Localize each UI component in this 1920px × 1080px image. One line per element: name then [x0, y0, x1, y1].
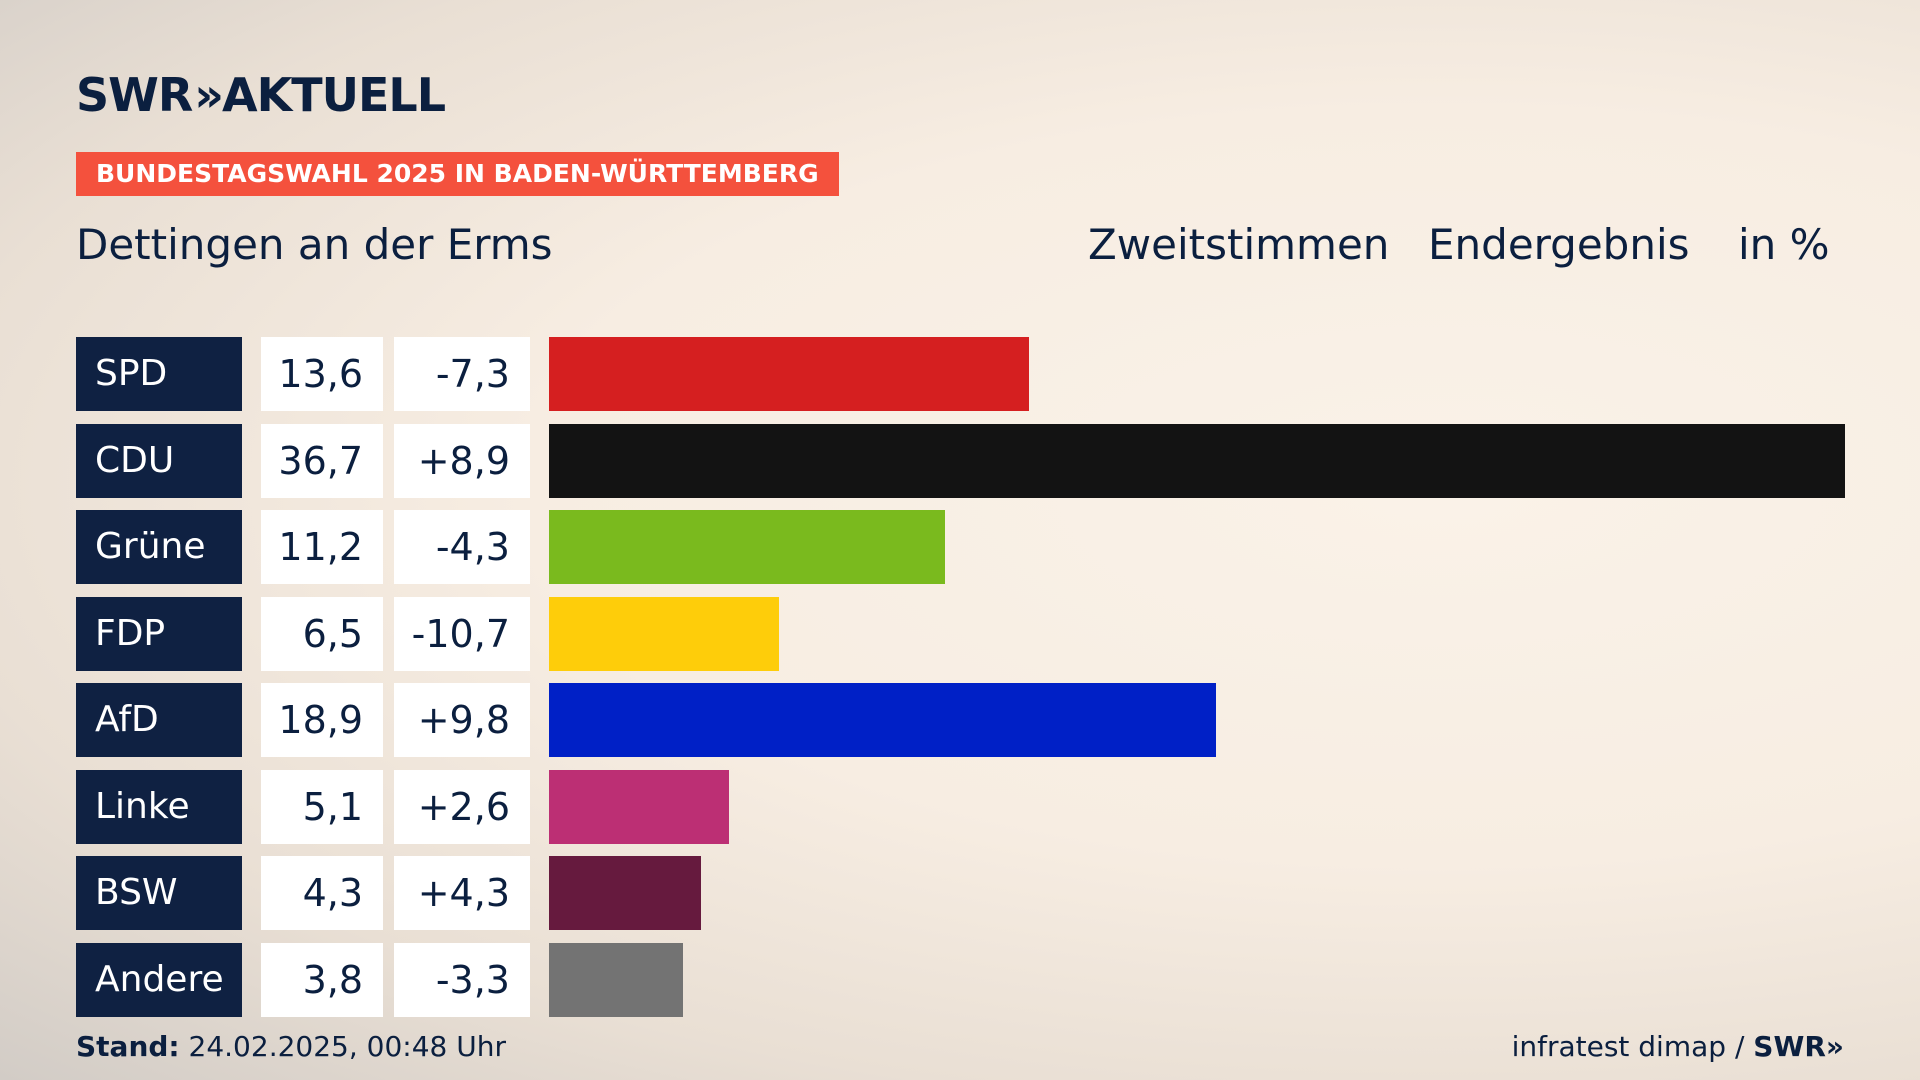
party-share: 13,6: [261, 337, 383, 411]
party-share: 18,9: [261, 683, 383, 757]
party-name: SPD: [76, 337, 242, 411]
timestamp: Stand: 24.02.2025, 00:48 Uhr: [76, 1030, 506, 1063]
party-bar: [549, 510, 945, 584]
source-text: infratest dimap /: [1511, 1030, 1745, 1063]
party-change: +4,3: [394, 856, 530, 930]
place-title: Dettingen an der Erms: [76, 220, 553, 269]
party-name: BSW: [76, 856, 242, 930]
timestamp-value: 24.02.2025, 00:48 Uhr: [188, 1030, 506, 1063]
timestamp-label: Stand:: [76, 1030, 180, 1063]
party-change: +9,8: [394, 683, 530, 757]
header-status: Endergebnis: [1428, 220, 1690, 269]
party-name: Linke: [76, 769, 242, 844]
swr-aktuell-logo: SWR» AKTUELL: [76, 68, 446, 122]
source-credit: infratest dimap / SWR»: [1512, 1030, 1844, 1063]
header-vote-type: Zweitstimmen: [1088, 220, 1390, 269]
logo-chevrons-icon: »: [194, 68, 224, 122]
party-share: 36,7: [261, 423, 383, 498]
party-share: 5,1: [261, 769, 383, 844]
election-banner: BUNDESTAGSWAHL 2025 IN BADEN-WÜRTTEMBERG: [76, 152, 839, 196]
party-name: Grüne: [76, 510, 242, 584]
party-bar: [549, 769, 730, 844]
party-change: +8,9: [394, 423, 530, 498]
party-change: -7,3: [394, 337, 530, 411]
party-share: 3,8: [261, 942, 383, 1017]
party-name: AfD: [76, 683, 242, 757]
header-unit: in %: [1738, 220, 1830, 269]
party-share: 6,5: [261, 596, 383, 671]
party-bar: [549, 596, 779, 671]
party-share: 11,2: [261, 510, 383, 584]
party-name: Andere: [76, 942, 242, 1017]
source-brand: SWR»: [1753, 1030, 1844, 1063]
party-bar: [549, 337, 1030, 411]
party-share: 4,3: [261, 856, 383, 930]
party-name: FDP: [76, 596, 242, 671]
logo-aktuell: AKTUELL: [222, 68, 446, 122]
party-change: -10,7: [394, 596, 530, 671]
party-change: -3,3: [394, 942, 530, 1017]
party-bar: [549, 423, 1845, 498]
party-change: +2,6: [394, 769, 530, 844]
party-name: CDU: [76, 423, 242, 498]
party-bar: [549, 856, 701, 930]
party-bar: [549, 942, 684, 1017]
logo-swr: SWR: [76, 68, 193, 122]
party-change: -4,3: [394, 510, 530, 584]
party-bar: [549, 683, 1217, 757]
